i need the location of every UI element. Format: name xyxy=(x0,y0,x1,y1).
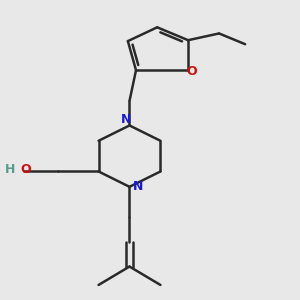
Text: H: H xyxy=(5,163,16,176)
Text: N: N xyxy=(133,180,143,193)
Text: O: O xyxy=(186,65,197,78)
Text: O: O xyxy=(20,163,31,176)
Text: N: N xyxy=(121,113,131,126)
